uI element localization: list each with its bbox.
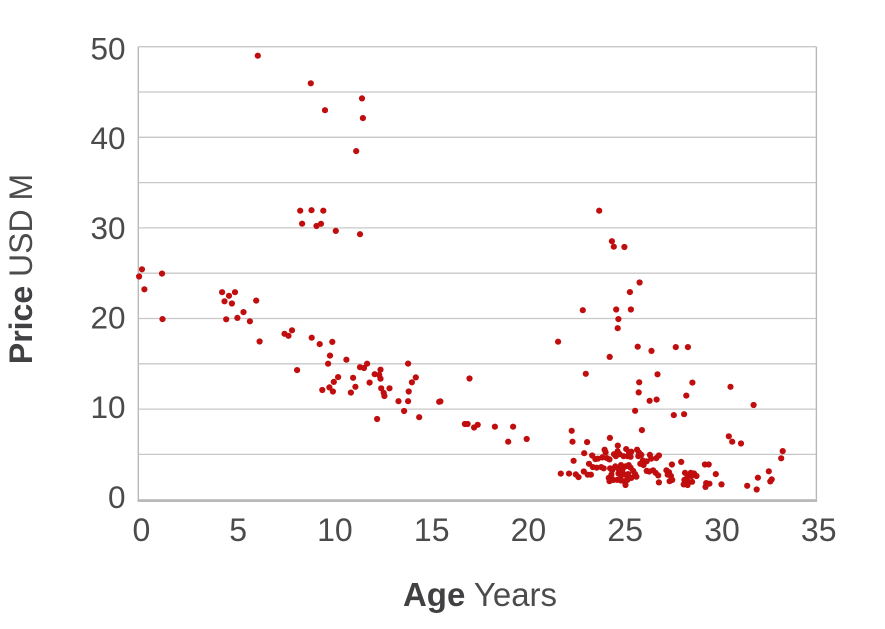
svg-text:30: 30	[90, 210, 125, 246]
svg-text:5: 5	[229, 512, 247, 548]
svg-text:0: 0	[133, 512, 151, 548]
svg-text:Price USD M: Price USD M	[3, 174, 39, 364]
svg-text:25: 25	[607, 512, 643, 548]
svg-text:20: 20	[90, 300, 125, 336]
svg-text:10: 10	[90, 389, 125, 425]
svg-text:15: 15	[414, 512, 450, 548]
svg-text:50: 50	[90, 31, 125, 67]
svg-text:20: 20	[511, 512, 547, 548]
svg-text:Age Years: Age Years	[403, 576, 557, 613]
svg-text:30: 30	[704, 512, 740, 548]
svg-text:40: 40	[90, 120, 125, 156]
svg-text:0: 0	[108, 479, 126, 515]
svg-text:10: 10	[317, 512, 353, 548]
svg-text:35: 35	[801, 512, 837, 548]
